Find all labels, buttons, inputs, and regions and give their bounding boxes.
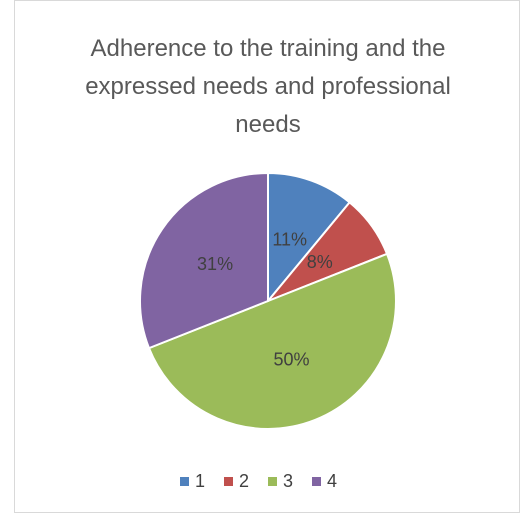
legend-label: 3 [283, 471, 293, 491]
chart-title: Adherence to the training and the expres… [85, 35, 451, 138]
data-label: 31% [197, 254, 233, 274]
data-label: 50% [274, 349, 310, 369]
pie-slice [139, 171, 269, 350]
data-label: 11% [272, 230, 307, 250]
legend-swatch [180, 477, 189, 486]
legend-label: 2 [239, 471, 249, 491]
legend-swatch [224, 477, 233, 486]
legend-label: 4 [327, 471, 337, 491]
legend-label: 1 [195, 471, 205, 491]
pie-slice [147, 252, 397, 430]
legend-swatch [268, 477, 277, 486]
pie-slice [267, 171, 351, 304]
legend-swatch [312, 477, 321, 486]
data-label: 8% [307, 252, 333, 272]
